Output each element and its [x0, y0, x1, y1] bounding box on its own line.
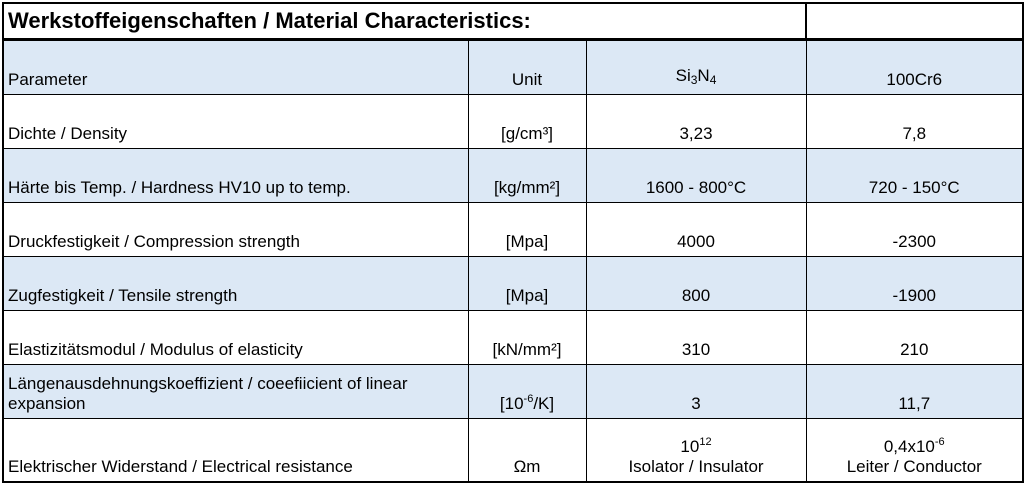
param-cell: Elektrischer Widerstand / Electrical res…	[2, 418, 469, 483]
table-row-compression: Druckfestigkeit / Compression strength […	[2, 202, 1024, 257]
table-row-tensile: Zugfestigkeit / Tensile strength [Mpa] 8…	[2, 256, 1024, 311]
table-title: Werkstoffeigenschaften / Material Charac…	[1, 2, 808, 41]
steel-resistance-note: Leiter / Conductor	[846, 457, 982, 476]
steel-cell: 210	[805, 310, 1024, 365]
steel-cell: 0,4x10-6 Leiter / Conductor	[805, 418, 1024, 483]
header-si3n4: Si3N4	[585, 39, 807, 95]
si3n4-cell: 4000	[585, 202, 807, 257]
unit-cell: [Mpa]	[467, 202, 587, 257]
param-cell: Dichte / Density	[2, 94, 469, 149]
steel-cell: 7,8	[805, 94, 1024, 149]
param-cell: Druckfestigkeit / Compression strength	[2, 202, 469, 257]
steel-cell: -1900	[805, 256, 1024, 311]
unit-cell: Ωm	[467, 418, 587, 483]
steel-cell: -2300	[805, 202, 1024, 257]
si3n4-cell: 1012 Isolator / Insulator	[585, 418, 807, 483]
si3n4-cell: 3	[585, 364, 807, 419]
header-parameter: Parameter	[2, 39, 469, 95]
table-row-expansion: Längenausdehnungskoeffizient / coeefiici…	[2, 364, 1024, 419]
table-row-hardness: Härte bis Temp. / Hardness HV10 up to te…	[2, 148, 1024, 203]
si3n4-cell: 1600 - 800°C	[585, 148, 807, 203]
si3n4-resistance-value: 1012	[680, 436, 712, 456]
si3n4-cell: 800	[585, 256, 807, 311]
header-row: Parameter Unit Si3N4 100Cr6	[2, 39, 1024, 95]
unit-cell: [kN/mm²]	[467, 310, 587, 365]
header-100cr6: 100Cr6	[805, 39, 1024, 95]
unit-cell: [kg/mm²]	[467, 148, 587, 203]
steel-resistance-value: 0,4x10-6	[883, 436, 945, 456]
param-cell: Härte bis Temp. / Hardness HV10 up to te…	[2, 148, 469, 203]
param-cell: Zugfestigkeit / Tensile strength	[2, 256, 469, 311]
unit-cell: [g/cm³]	[467, 94, 587, 149]
title-row: Werkstoffeigenschaften / Material Charac…	[1, 2, 1024, 41]
param-cell: Längenausdehnungskoeffizient / coeefiici…	[2, 364, 469, 419]
si3n4-cell: 310	[585, 310, 807, 365]
steel-cell: 720 - 150°C	[805, 148, 1024, 203]
table-row-resistance: Elektrischer Widerstand / Electrical res…	[2, 418, 1024, 483]
si3n4-cell: 3,23	[585, 94, 807, 149]
unit-cell: [Mpa]	[467, 256, 587, 311]
table-row-density: Dichte / Density [g/cm³] 3,23 7,8	[2, 94, 1024, 149]
si3n4-resistance-note: Isolator / Insulator	[628, 457, 764, 476]
steel-cell: 11,7	[805, 364, 1024, 419]
header-unit: Unit	[467, 39, 587, 95]
unit-cell: [10-6/K]	[467, 364, 587, 419]
title-empty-cell	[805, 2, 1024, 41]
param-cell: Elastizitätsmodul / Modulus of elasticit…	[2, 310, 469, 365]
table-row-elasticity: Elastizitätsmodul / Modulus of elasticit…	[2, 310, 1024, 365]
